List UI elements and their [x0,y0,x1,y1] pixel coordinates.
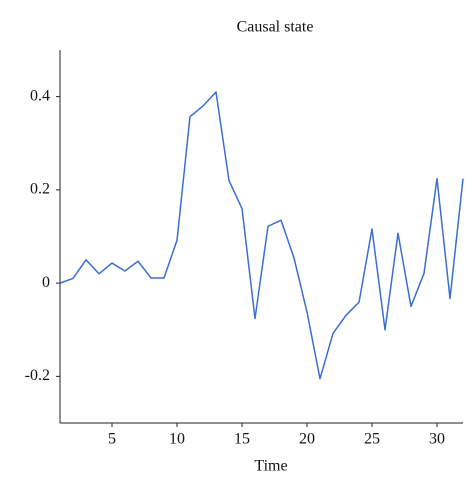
y-tick-label: 0 [42,274,50,291]
x-tick-label: 30 [429,431,445,448]
y-tick-label: 0.4 [30,87,50,104]
y-tick-label: 0.2 [30,181,50,198]
x-tick-label: 20 [299,431,315,448]
x-tick-label: 15 [234,431,250,448]
chart-title: Causal state [237,19,314,36]
x-tick-label: 5 [108,431,116,448]
x-tick-label: 25 [364,431,380,448]
x-tick-label: 10 [169,431,185,448]
line-series [59,91,464,380]
y-tick-label: -0.2 [25,367,50,384]
x-axis-label: Time [254,458,287,475]
